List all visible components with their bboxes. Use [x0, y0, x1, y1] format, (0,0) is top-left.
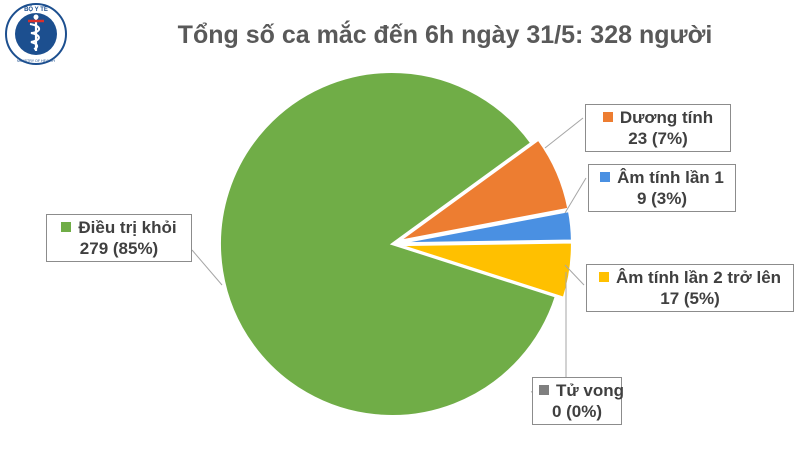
data-label-tu-vong: Tử vong 0 (0%) [532, 377, 625, 425]
swatch-am-tinh-lan-2 [598, 272, 609, 282]
label-name: Điều trị khỏi [78, 218, 177, 237]
data-label-dieu-tri-khoi: Điều trị khỏi 279 (85%) [46, 214, 192, 262]
logo-top-text: BỘ Y TẾ [24, 5, 48, 13]
label-value: 9 (3%) [636, 189, 688, 208]
label-name: Âm tính lần 1 [617, 168, 724, 187]
pie-slice-1 [399, 209, 573, 245]
data-label-duong-tinh: Dương tính 23 (7%) [585, 104, 731, 152]
chart-title: Tổng số ca mắc đến 6h ngày 31/5: 328 ngư… [177, 21, 713, 49]
leader-line-1 [564, 177, 587, 214]
label-name: Tử vong [556, 381, 625, 400]
ministry-of-health-emblem-icon: BỘ Y TẾ MINISTRY OF HEALTH [5, 3, 67, 65]
logo-bottom-text: MINISTRY OF HEALTH [17, 59, 55, 63]
data-label-am-tinh-lan-1: Âm tính lần 1 9 (3%) [588, 164, 736, 212]
pie-slice-0 [398, 138, 570, 242]
label-value: 0 (0%) [551, 402, 603, 421]
label-value: 23 (7%) [628, 129, 688, 148]
label-name: Âm tính lần 2 trở lên [615, 268, 782, 287]
swatch-tu-vong [539, 385, 549, 395]
label-name: Dương tính [619, 108, 714, 127]
swatch-dieu-tri-khoi [61, 222, 72, 232]
leader-line-2 [564, 264, 585, 286]
swatch-duong-tinh [602, 112, 613, 122]
data-label-am-tinh-lan-2: Âm tính lần 2 trở lên 17 (5%) [586, 264, 794, 312]
leader-line-0 [544, 117, 584, 149]
pie-slice-4 [219, 71, 558, 417]
swatch-am-tinh-lan-1 [600, 172, 611, 182]
leader-line-4 [191, 249, 223, 286]
label-value: 17 (5%) [660, 289, 720, 308]
label-value: 279 (85%) [79, 239, 159, 258]
